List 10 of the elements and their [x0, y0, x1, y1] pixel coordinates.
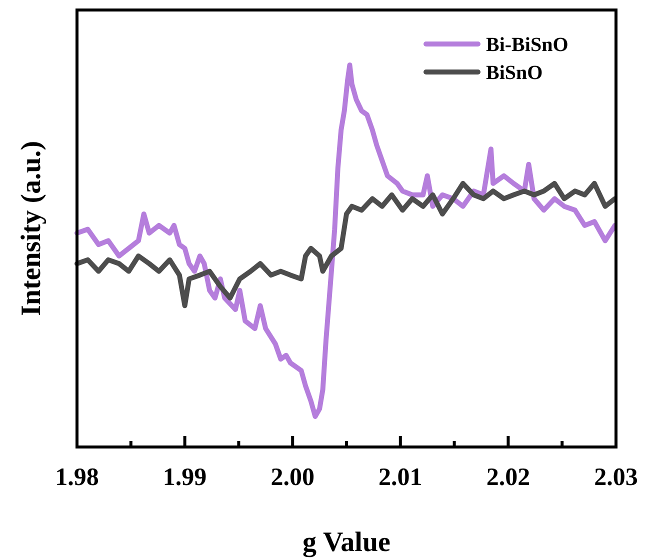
x-tick-label: 2.03	[594, 464, 638, 491]
x-tick-label: 2.00	[270, 464, 314, 491]
x-tick-label: 1.98	[55, 464, 99, 491]
y-axis-title: Intensity (a.u.)	[16, 140, 47, 316]
x-axis-title: g Value	[302, 527, 390, 558]
legend-label: BiSnO	[486, 62, 543, 84]
x-tick-label: 2.02	[486, 464, 530, 491]
x-tick-label: 1.99	[162, 464, 207, 491]
legend-label: Bi-BiSnO	[486, 34, 568, 56]
x-tick-label: 2.01	[378, 464, 422, 491]
